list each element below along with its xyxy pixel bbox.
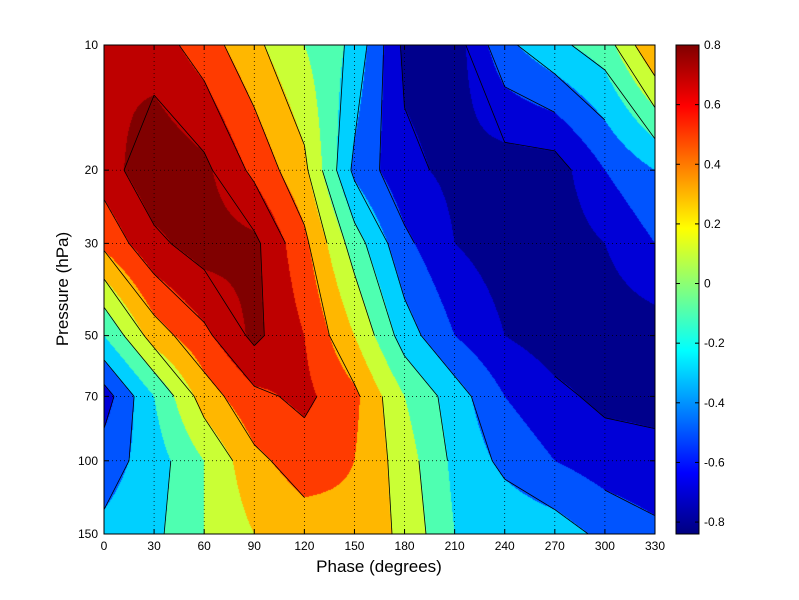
x-tick-label: 120 — [294, 539, 314, 553]
x-tick-label: 300 — [595, 539, 615, 553]
colorbar-frame — [675, 44, 700, 535]
x-tick-label: 330 — [645, 539, 665, 553]
colorbar-tick-label: 0.4 — [704, 157, 721, 171]
colorbar-tick-label: -0.6 — [704, 455, 725, 469]
colorbar-ticks: 0.8 0.6 0.4 0.2 0 -0.2 -0.4 -0.6 -0.8 — [676, 38, 725, 529]
x-tick-label: 60 — [198, 539, 212, 553]
y-tick-label: 70 — [85, 389, 99, 403]
contour-lines — [104, 45, 655, 534]
plot-frame — [103, 44, 656, 535]
y-axis: 10 20 30 50 70 100 150 — [78, 38, 655, 541]
colorbar-tick-label: -0.8 — [704, 515, 725, 529]
contour-line-8 — [123, 94, 265, 346]
y-tick-label: 10 — [85, 38, 99, 52]
grid-lines — [104, 45, 655, 534]
y-tick-label: 50 — [85, 329, 99, 343]
colorbar-tick-label: 0.2 — [704, 217, 721, 231]
x-tick-label: 150 — [344, 539, 364, 553]
contour-line-3 — [163, 45, 655, 534]
y-tick-label: 100 — [78, 454, 98, 468]
colorbar-gradient — [676, 45, 699, 534]
x-tick-label: 90 — [248, 539, 262, 553]
y-axis-title: Pressure (hPa) — [53, 232, 72, 346]
x-tick-label: 180 — [395, 539, 415, 553]
colorbar-tick-label: 0 — [704, 277, 711, 291]
colorbar-tick-label: -0.2 — [704, 336, 725, 350]
colorbar: 0.8 0.6 0.4 0.2 0 -0.2 -0.4 -0.6 -0.8 — [675, 38, 725, 535]
contour-line-5 — [104, 45, 655, 534]
contour-fill — [104, 45, 655, 534]
contour-line-0 — [400, 45, 655, 429]
contour-line-2 — [104, 45, 606, 534]
x-tick-label: 210 — [445, 539, 465, 553]
colorbar-tick-label: -0.4 — [704, 396, 725, 410]
contour-line-6 — [104, 45, 361, 498]
plot-area: 0 30 60 90 120 150 180 210 240 270 300 330 10 20 30 50… — [78, 38, 665, 553]
y-tick-label: 150 — [78, 527, 98, 541]
contour-line-1 — [104, 45, 655, 517]
contour-line-4 — [104, 45, 655, 534]
y-tick-label: 20 — [85, 163, 99, 177]
colorbar-tick-label: 0.6 — [704, 98, 721, 112]
x-tick-label: 240 — [495, 539, 515, 553]
x-tick-label: 30 — [147, 539, 161, 553]
x-tick-label: 270 — [545, 539, 565, 553]
y-tick-label: 30 — [85, 236, 99, 250]
contour-line-7 — [104, 45, 318, 419]
colorbar-tick-label: 0.8 — [704, 38, 721, 52]
x-axis-title: Phase (degrees) — [316, 557, 442, 576]
x-tick-label: 0 — [101, 539, 108, 553]
x-axis: 0 30 60 90 120 150 180 210 240 270 300 330 — [101, 45, 665, 553]
